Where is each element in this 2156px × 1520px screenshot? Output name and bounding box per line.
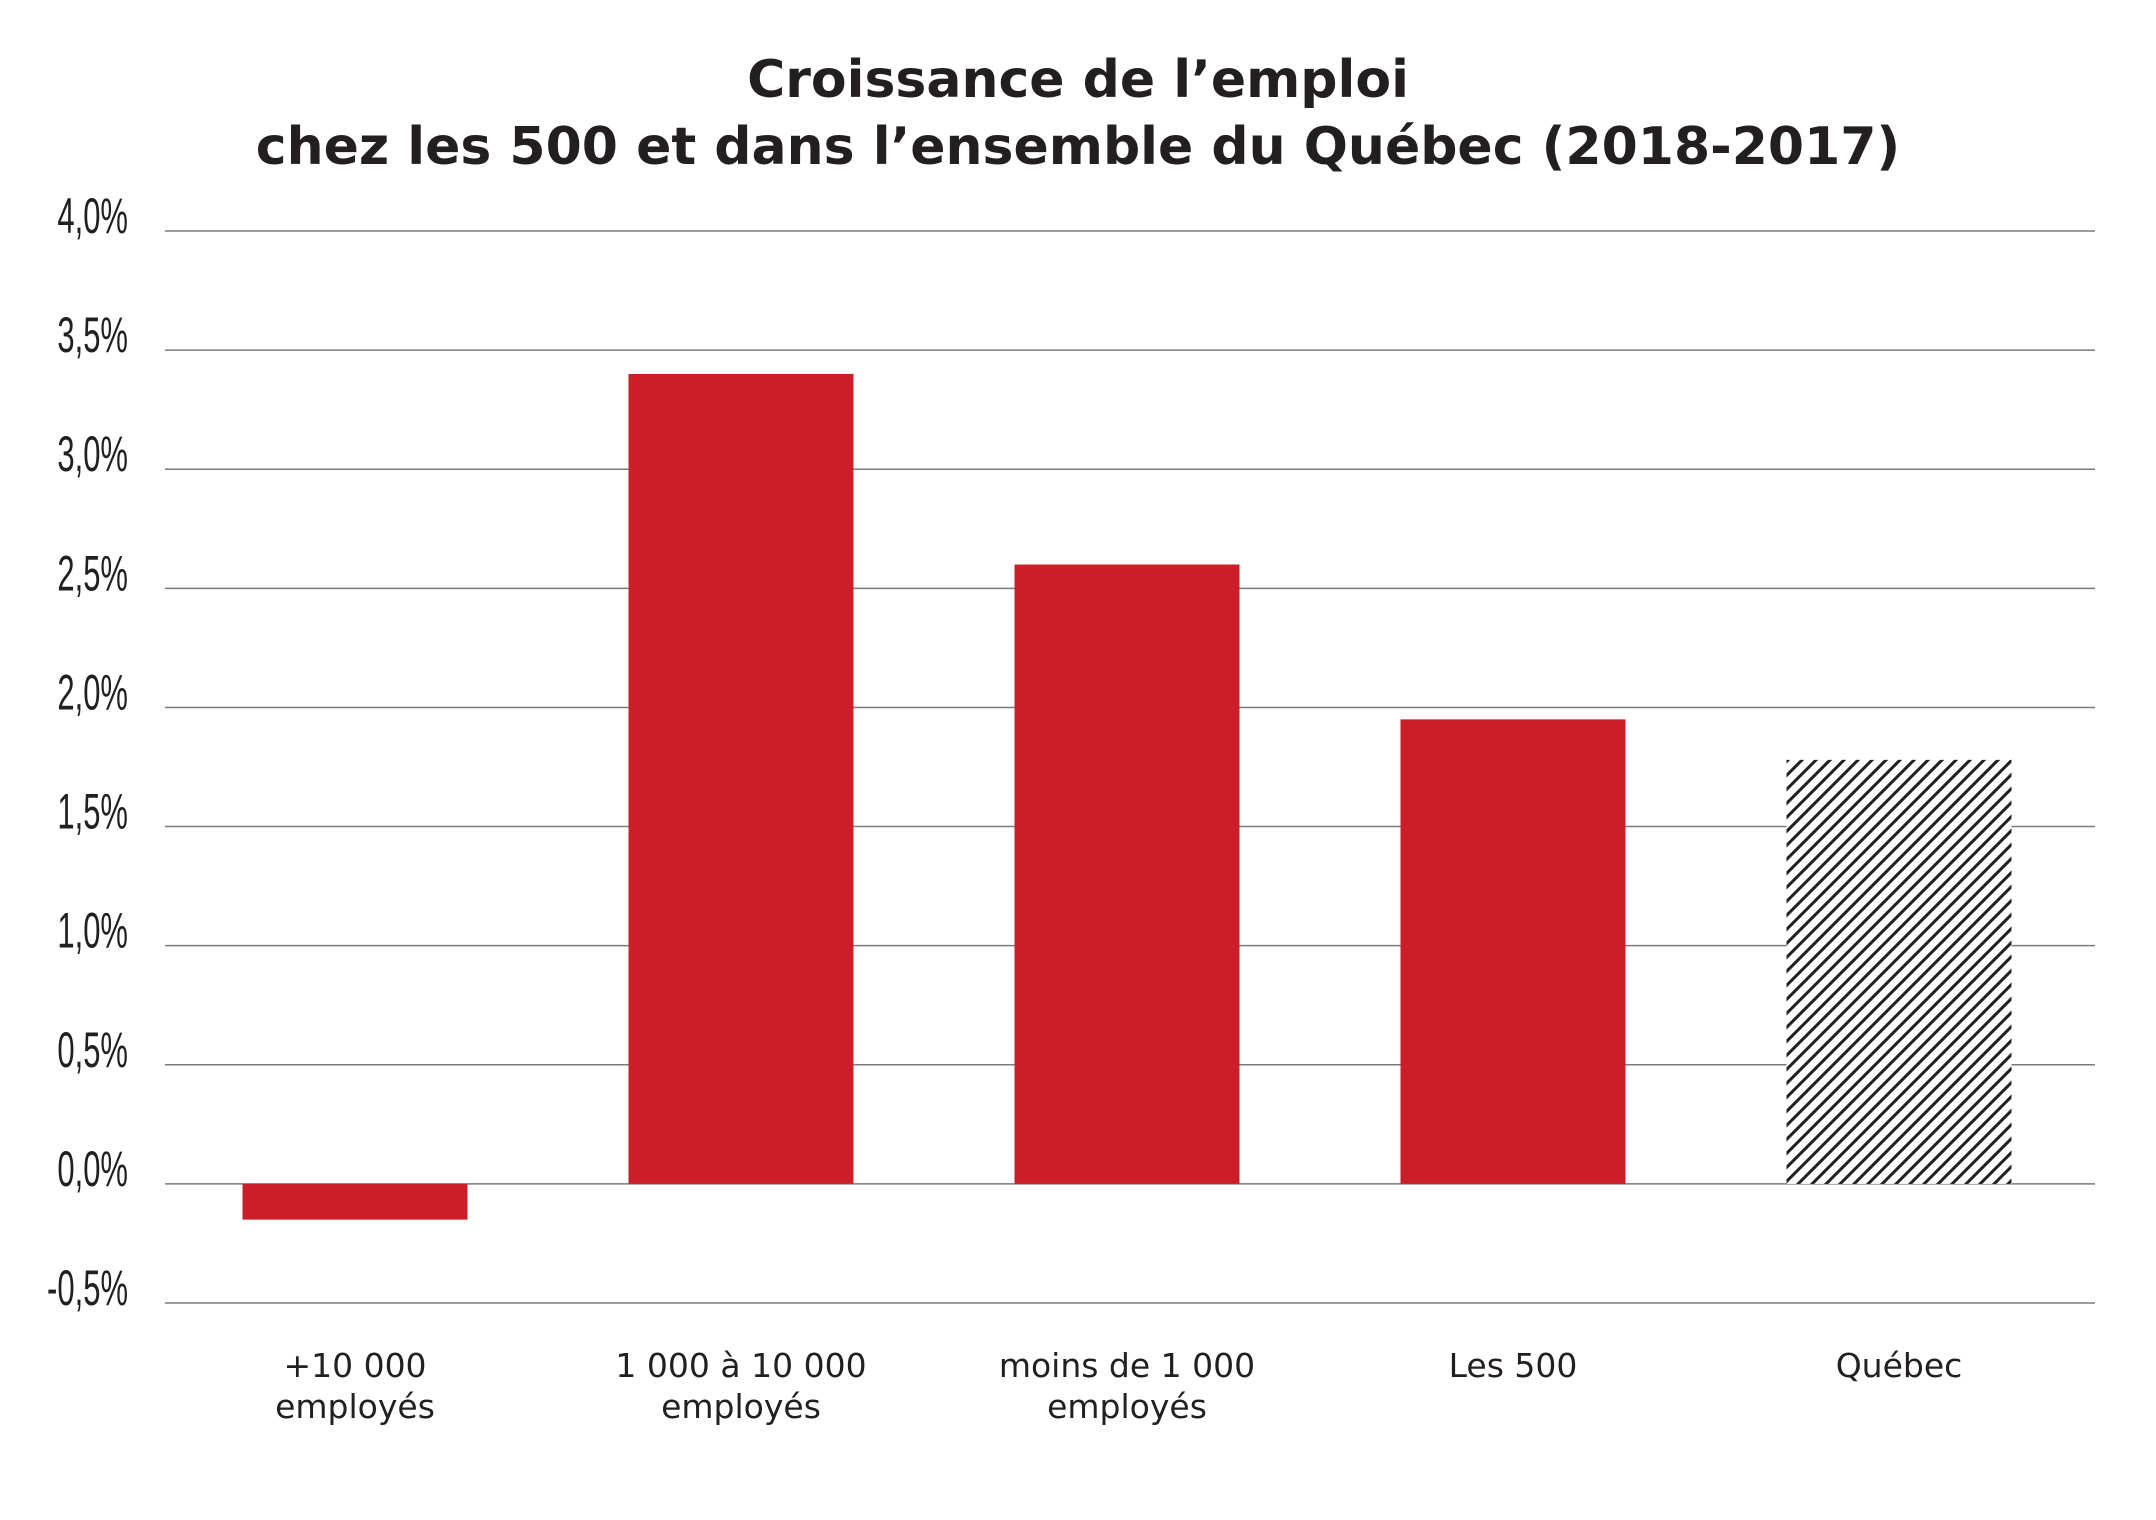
bar — [242, 1183, 468, 1220]
category-label: +10 000 — [283, 1346, 426, 1385]
bar — [628, 373, 854, 1184]
category-label: Québec — [1836, 1346, 1963, 1385]
category-label: moins de 1 000 — [999, 1346, 1255, 1385]
y-tick-label: -0,5% — [47, 1259, 128, 1315]
bars — [242, 373, 2012, 1220]
category-label: 1 000 à 10 000 — [615, 1346, 866, 1385]
y-tick-label: 2,5% — [57, 545, 128, 601]
y-tick-label: 1,5% — [57, 783, 128, 839]
chart-title-line-2: chez les 500 et dans l’ensemble du Québe… — [255, 117, 1901, 177]
y-tick-label: 0,5% — [57, 1021, 128, 1077]
category-label: Les 500 — [1449, 1346, 1578, 1385]
bar — [1786, 759, 2012, 1184]
category-label: employés — [1047, 1387, 1207, 1426]
y-tick-label: 0,0% — [57, 1140, 128, 1196]
bar — [1400, 719, 1626, 1184]
y-tick-label: 1,0% — [57, 902, 128, 958]
y-tick-label: 3,5% — [57, 306, 128, 362]
category-label: employés — [661, 1387, 821, 1426]
category-label: employés — [275, 1387, 435, 1426]
y-tick-label: 4,0% — [57, 187, 128, 243]
y-axis-ticks: -0,5% 0,0% 0,5% 1,0% 1,5% 2,0% 2,5% 3,0% 3,5% 4,0… — [47, 187, 128, 1315]
y-tick-label: 2,0% — [57, 664, 128, 720]
chart-title-line-1: Croissance de l’emploi — [747, 50, 1409, 110]
y-tick-label: 3,0% — [57, 426, 128, 482]
bar — [1014, 564, 1240, 1184]
